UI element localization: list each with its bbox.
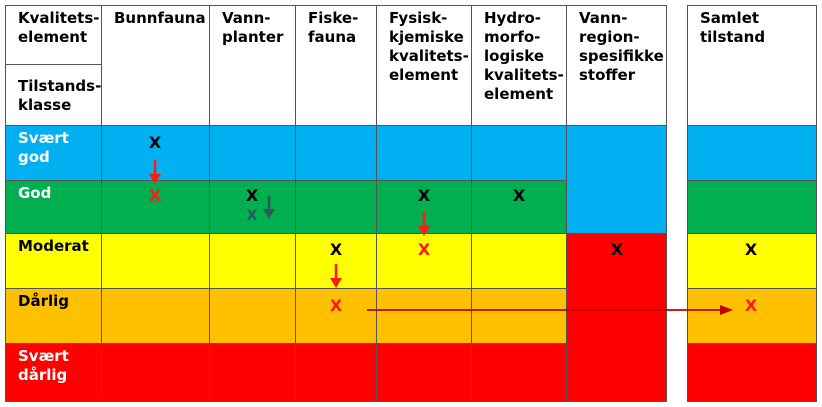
class-label-svaert-darlig: Svært dårlig	[5, 343, 102, 402]
mark-samlet-after: X	[744, 296, 758, 315]
cell-fiskefauna-god	[295, 180, 377, 234]
cell-samlet-god	[687, 180, 817, 234]
cell-bunnfauna-darlig	[101, 288, 210, 344]
header-fysisk-kjemiske: Fysisk- kjemiske kvalitets- element	[376, 5, 472, 126]
cell-hydromorfologiske-moderat	[471, 233, 567, 289]
cell-vannplanter-moderat	[209, 233, 296, 289]
header-kvalitetselement: Kvalitets- element	[5, 5, 102, 65]
cell-fiskefauna-svaert-darlig	[295, 343, 377, 402]
mark-fysisk-kjemiske-before: X	[417, 186, 431, 205]
cell-samlet-svaert-god	[687, 125, 817, 181]
mark-fysisk-kjemiske-after: X	[417, 240, 431, 259]
cell-vannplanter-darlig	[209, 288, 296, 344]
cell-fysisk-kjemiske-svaert-god	[376, 125, 472, 181]
class-label-moderat: Moderat	[5, 233, 102, 289]
mark-vannregionspesifikke: X	[610, 240, 624, 259]
class-label-svaert-god: Svært god	[5, 125, 102, 181]
cell-fysisk-kjemiske-darlig	[376, 288, 472, 344]
cell-hydromorfologiske-darlig	[471, 288, 567, 344]
mark-samlet-before: X	[744, 240, 758, 259]
header-vannplanter: Vann- planter	[209, 5, 296, 126]
mark-bunnfauna-after: X	[148, 186, 162, 205]
cell-fiskefauna-svaert-god	[295, 125, 377, 181]
cell-bunnfauna-god	[101, 180, 210, 234]
mark-hydromorfologiske: X	[512, 186, 526, 205]
cell-vannplanter-svaert-god	[209, 125, 296, 181]
cell-vannplanter-svaert-darlig	[209, 343, 296, 402]
cell-samlet-moderat	[687, 233, 817, 289]
class-label-darlig: Dårlig	[5, 288, 102, 344]
cell-samlet-darlig	[687, 288, 817, 344]
cell-fiskefauna-darlig	[295, 288, 377, 344]
cell-bunnfauna-svaert-darlig	[101, 343, 210, 402]
cell-fysisk-kjemiske-moderat	[376, 233, 472, 289]
cell-hydromorfologiske-svaert-god	[471, 125, 567, 181]
header-bunnfauna: Bunnfauna	[101, 5, 210, 126]
header-vannregionspesifikke: Vann- region- spesifikke stoffer	[566, 5, 667, 126]
cell-samlet-svaert-darlig	[687, 343, 817, 402]
mark-vannplanter-before: X	[245, 186, 259, 205]
cell-fysisk-kjemiske-svaert-darlig	[376, 343, 472, 402]
cell-vannregionspesifikke-moderat-svaert-darlig	[566, 233, 667, 402]
mark-bunnfauna-before: X	[148, 133, 162, 152]
header-samlet-tilstand: Samlet tilstand	[687, 5, 817, 126]
cell-vannregionspesifikke-svaert-god-god	[566, 125, 667, 234]
mark-vannplanter-after: X	[246, 208, 258, 224]
class-label-god: God	[5, 180, 102, 234]
header-fiskefauna: Fiske- fauna	[295, 5, 377, 126]
mark-fiskefauna-before: X	[329, 240, 343, 259]
cell-bunnfauna-moderat	[101, 233, 210, 289]
mark-fiskefauna-after: X	[329, 296, 343, 315]
cell-hydromorfologiske-svaert-darlig	[471, 343, 567, 402]
header-hydromorfologiske: Hydro- morfo- logiske kvalitets- element	[471, 5, 567, 126]
header-tilstandsklasse: Tilstands- klasse	[5, 64, 102, 126]
